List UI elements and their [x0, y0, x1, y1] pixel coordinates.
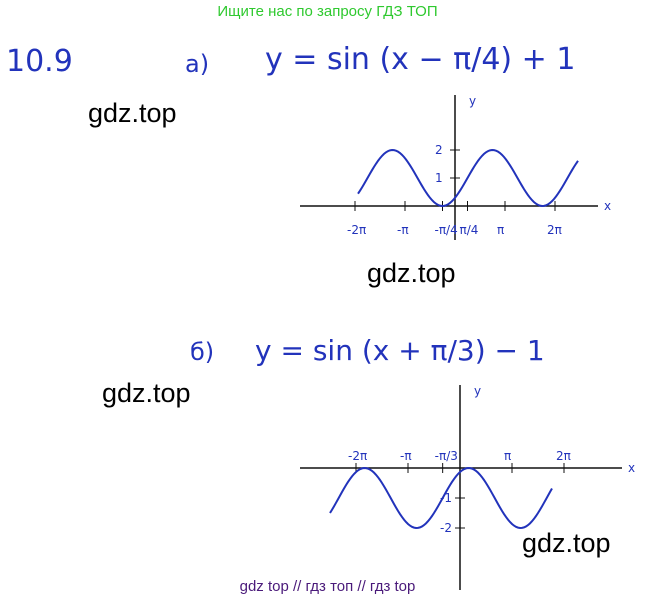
part-b-equation: y = sin (x + π/3) − 1	[255, 334, 545, 367]
x-tick-label: -2π	[348, 449, 367, 463]
x-tick-label: π/4	[460, 223, 479, 237]
function-curve	[357, 149, 579, 207]
x-axis-label: x	[604, 199, 611, 213]
x-tick-label: -π	[397, 223, 409, 237]
y-tick-label: -1	[440, 491, 452, 505]
part-b-label: б)	[190, 338, 215, 366]
search-banner: Ищите нас по запросу ГДЗ ТОП	[217, 3, 438, 20]
y-tick-label: 1	[435, 171, 443, 185]
x-tick-label: -2π	[347, 223, 366, 237]
part-a-equation: y = sin (x − π/4) + 1	[265, 42, 576, 77]
x-axis-label: x	[628, 461, 635, 475]
x-tick-label: 2π	[547, 223, 562, 237]
y-axis-label: y	[469, 94, 476, 108]
watermark: gdz.top	[367, 258, 456, 288]
y-axis-label: y	[474, 384, 481, 398]
graph-b: x y -2π -π -π/3 π 2π -1 -2	[300, 384, 635, 590]
footer-links: gdz top // гдз топ // гдз top	[239, 578, 416, 595]
part-a-label: а)	[185, 50, 210, 78]
problem-number: 10.9	[6, 44, 73, 79]
watermark: gdz.top	[102, 378, 191, 408]
x-tick-label: -π/3	[435, 449, 458, 463]
x-tick-label: -π/4	[435, 223, 458, 237]
y-tick-label: -2	[440, 521, 452, 535]
function-curve	[329, 467, 553, 529]
y-tick-label: 2	[435, 143, 443, 157]
watermark: gdz.top	[522, 528, 611, 558]
x-tick-label: π	[497, 223, 504, 237]
watermark: gdz.top	[88, 98, 177, 128]
x-tick-label: -π	[400, 449, 412, 463]
x-tick-label: 2π	[556, 449, 571, 463]
x-tick-label: π	[504, 449, 511, 463]
graph-a: x y -2π -π -π/4 π/4 π 2π 1 2	[300, 94, 611, 240]
